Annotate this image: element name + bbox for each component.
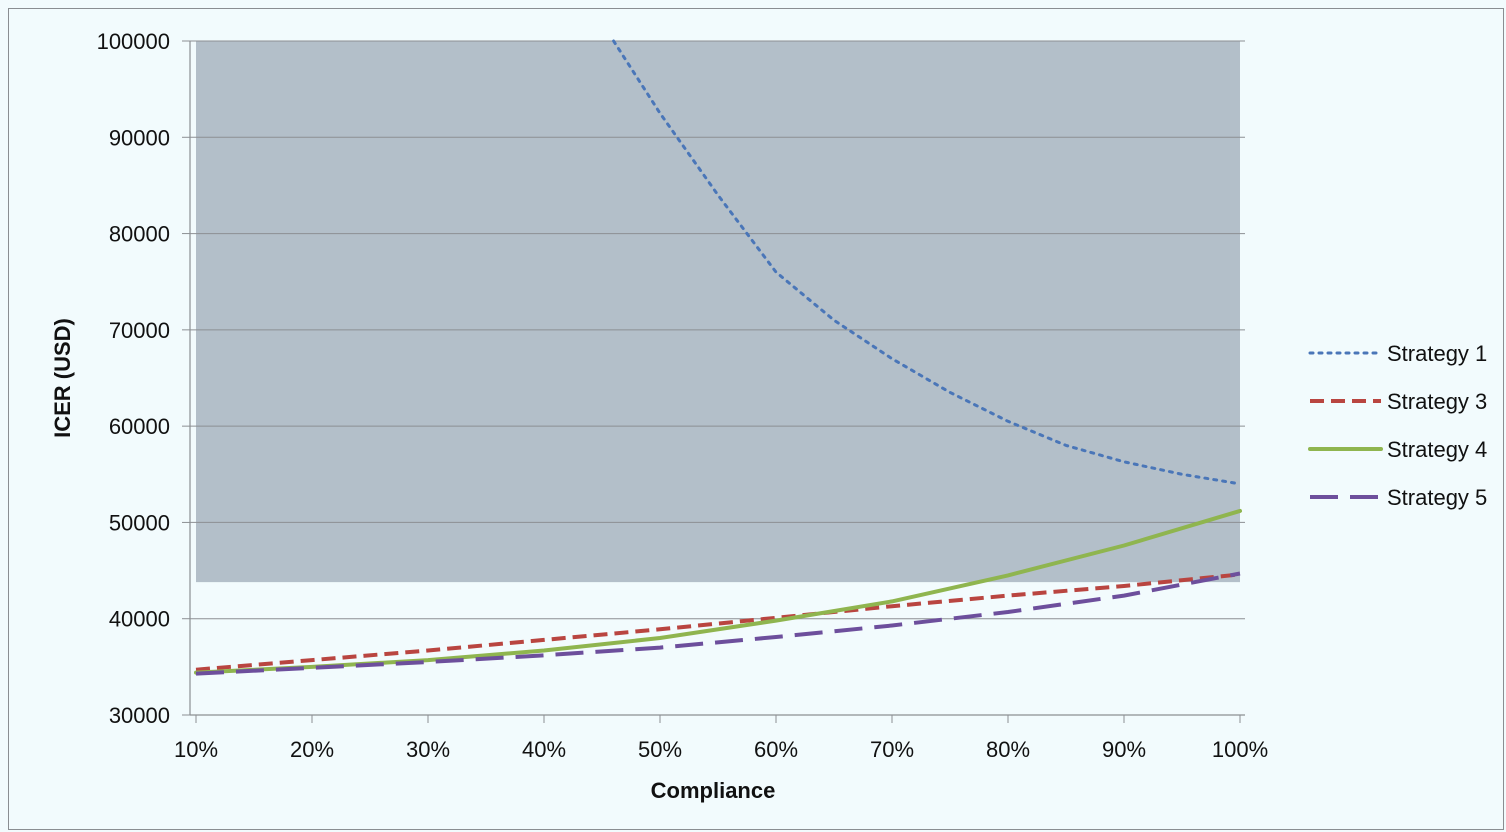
shaded-region xyxy=(196,41,1240,583)
series-lines xyxy=(194,39,1242,676)
series-line-4 xyxy=(195,571,1241,676)
x-tick-label: 20% xyxy=(290,737,334,762)
x-tick-label: 80% xyxy=(986,737,1030,762)
x-tick-label: 100% xyxy=(1212,737,1268,762)
y-tick-label: 100000 xyxy=(97,29,170,54)
legend-label: Strategy 5 xyxy=(1387,485,1487,510)
y-axis-title: ICER (USD) xyxy=(50,318,75,438)
gridlines xyxy=(190,40,1245,620)
axes: 30000 40000 50000 60000 70000 80000 90000 10000… xyxy=(97,29,1269,762)
x-tick-label: 70% xyxy=(870,737,914,762)
x-tick-label: 40% xyxy=(522,737,566,762)
series-line-2 xyxy=(195,572,1241,672)
y-tick-label: 90000 xyxy=(109,125,170,150)
y-tick-label: 60000 xyxy=(109,414,170,439)
y-tick-label: 50000 xyxy=(109,510,170,535)
y-tick-label: 70000 xyxy=(109,318,170,343)
legend-label: Strategy 3 xyxy=(1387,389,1487,414)
x-tick-label: 60% xyxy=(754,737,798,762)
y-tick-label: 80000 xyxy=(109,222,170,247)
x-axis-title: Compliance xyxy=(651,778,776,803)
x-tick-label: 90% xyxy=(1102,737,1146,762)
legend-label: Strategy 4 xyxy=(1387,437,1487,462)
legend-label: Strategy 1 xyxy=(1387,341,1487,366)
x-tick-label: 30% xyxy=(406,737,450,762)
series-line-1 xyxy=(612,39,1242,486)
legend: Strategy 1 Strategy 3 Strategy 4 Strategy 5 xyxy=(1308,341,1487,510)
x-tick-label: 50% xyxy=(638,737,682,762)
x-tick-label: 10% xyxy=(174,737,218,762)
y-tick-label: 30000 xyxy=(109,703,170,728)
y-tick-label: 40000 xyxy=(109,607,170,632)
